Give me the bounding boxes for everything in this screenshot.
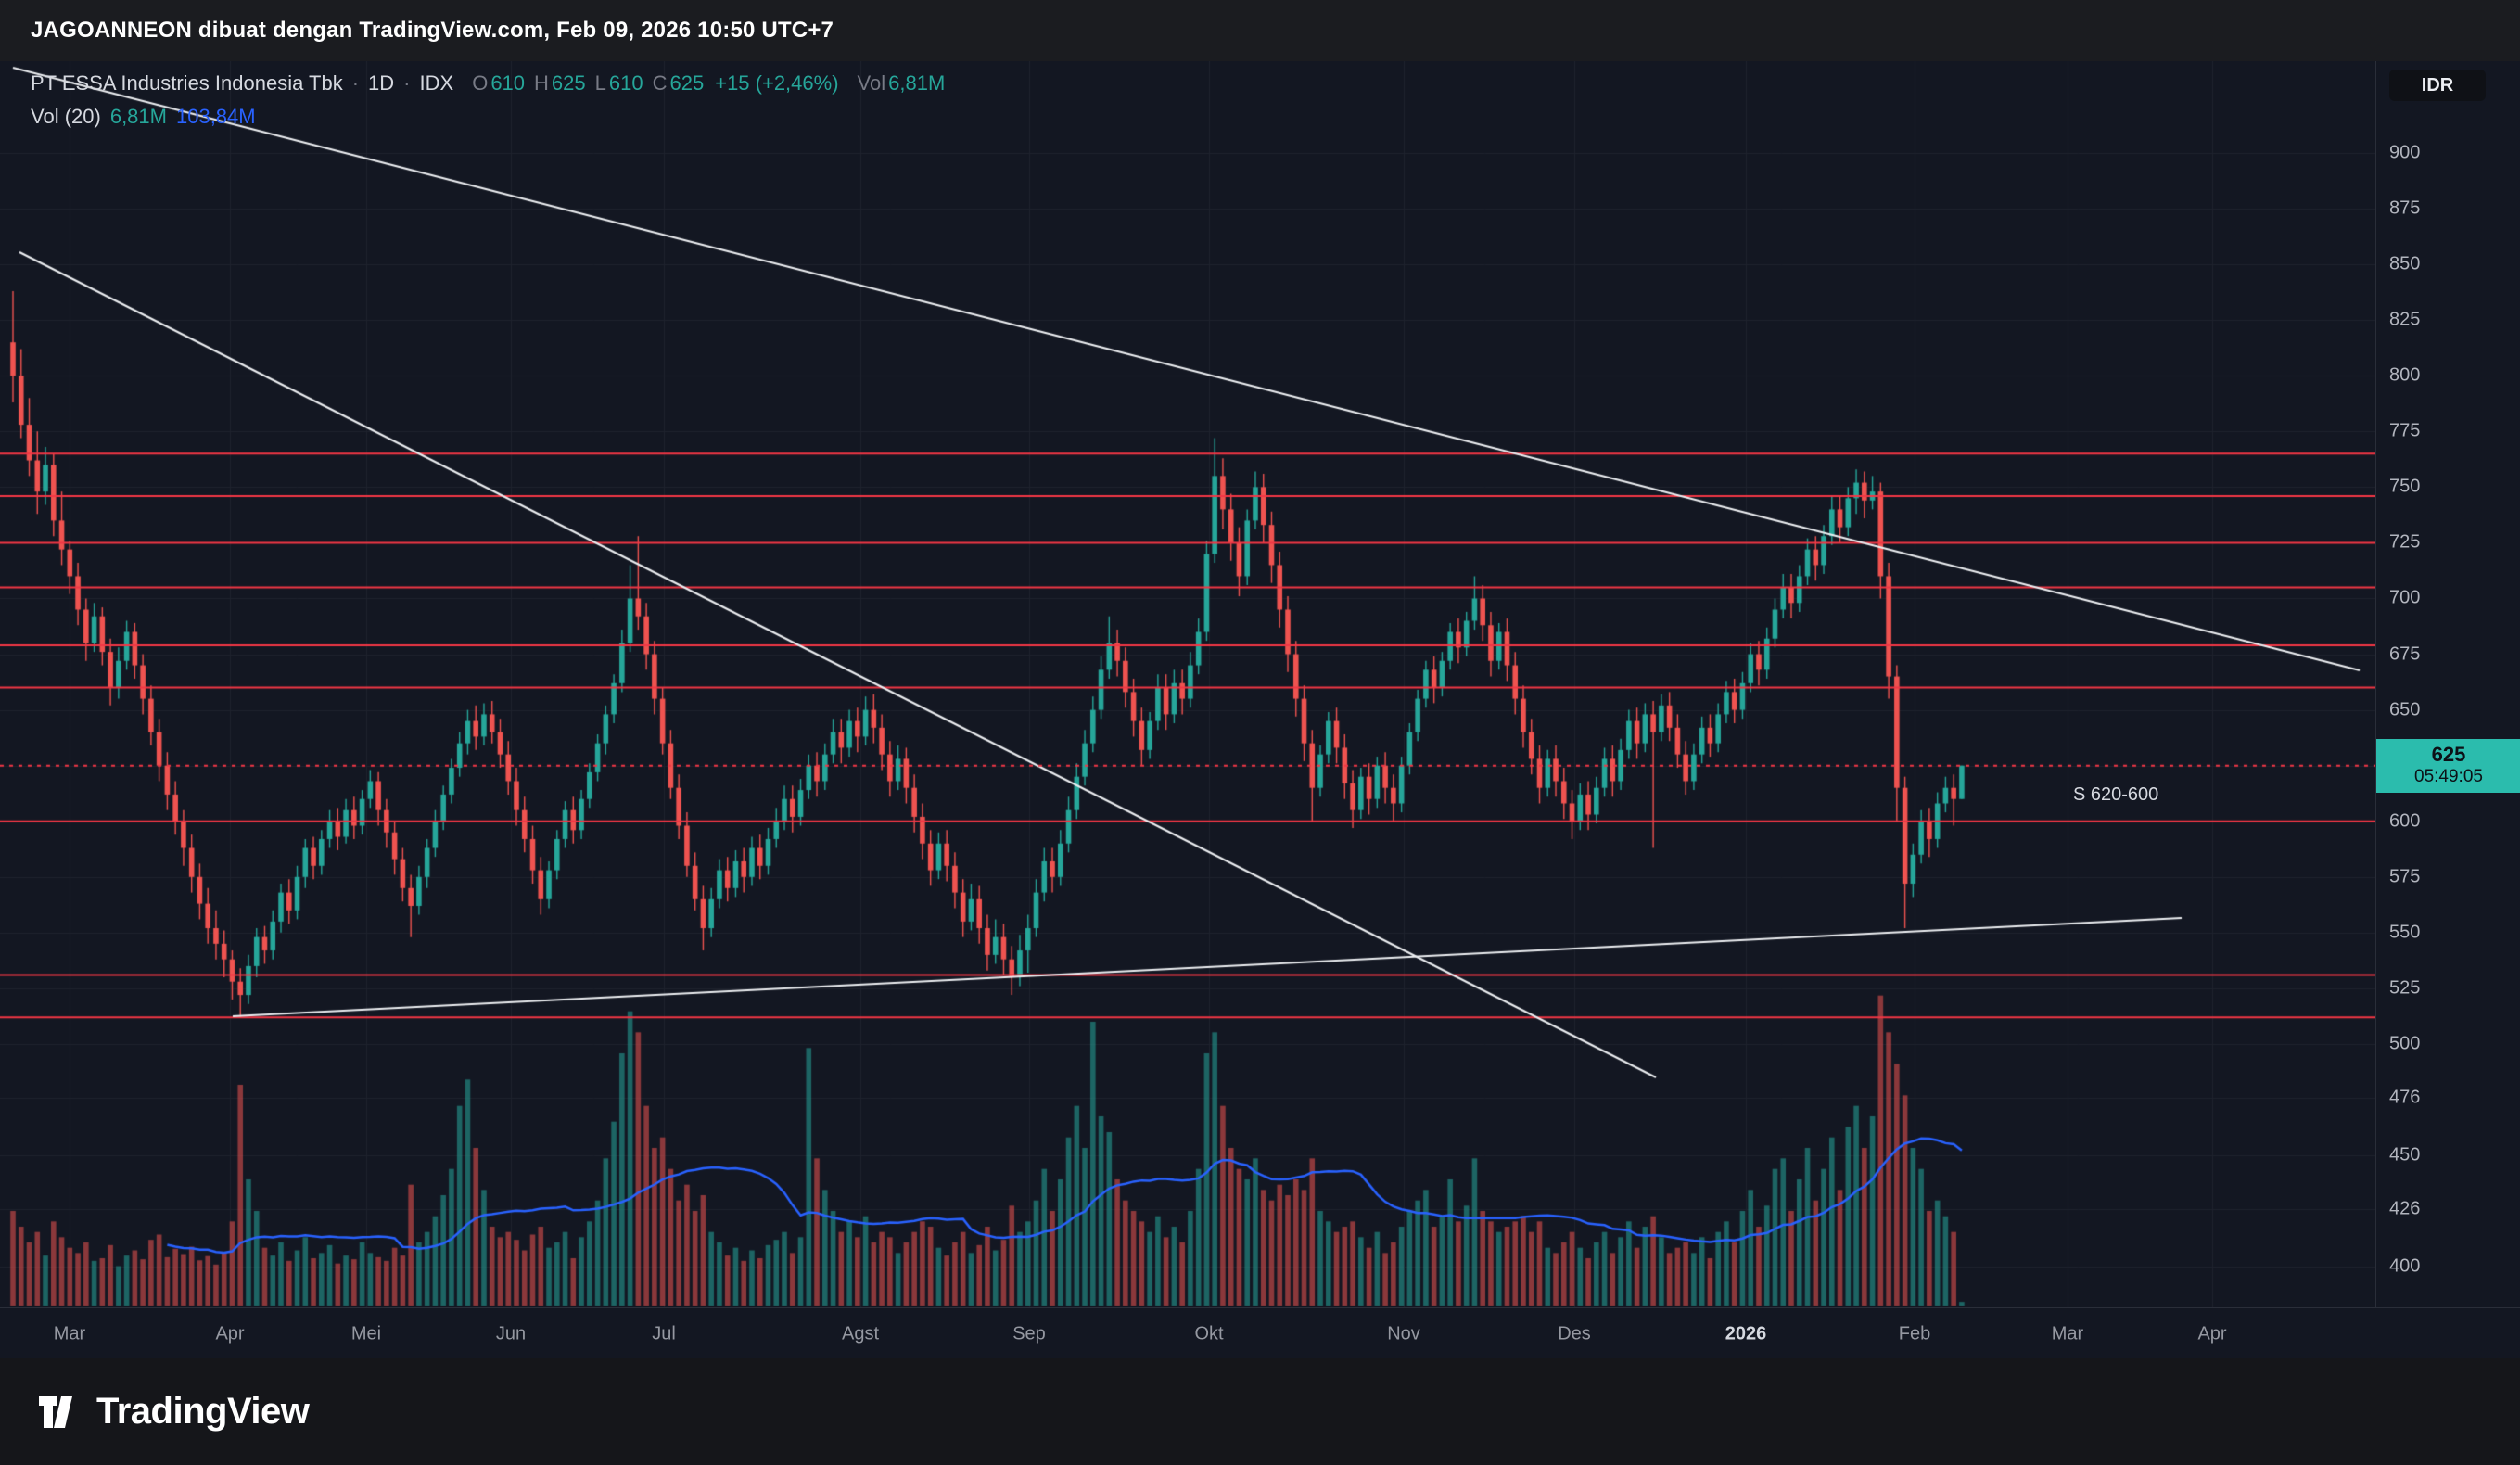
header-bar: JAGOANNEON dibuat dengan TradingView.com… [0, 0, 2520, 61]
time-axis-label: Agst [841, 1323, 880, 1344]
close-value: 625 [669, 71, 705, 95]
price-axis-label: 450 [2389, 1144, 2421, 1166]
volume-pair: Vol 6,81M [858, 71, 946, 96]
price-axis-label: 575 [2389, 866, 2421, 887]
open-value: 610 [490, 71, 526, 95]
footer-bar: TradingView [0, 1358, 2520, 1465]
time-axis-label: Nov [1387, 1323, 1420, 1344]
price-axis-label: 600 [2389, 810, 2421, 832]
symbol-row: PT ESSA Industries Indonesia Tbk · 1D · … [31, 67, 945, 100]
tradingview-link[interactable]: TradingView [33, 1391, 310, 1433]
time-axis-label: Feb [1898, 1323, 1931, 1344]
close-label: C [652, 71, 668, 95]
volume-label: Vol [857, 71, 886, 95]
high-value: 625 [551, 71, 586, 95]
time-axis[interactable]: Mar Apr Mei Jun Jul Agst Sep Okt Nov Des 2026 Feb Ma… [0, 1307, 2520, 1359]
time-axis-label: Jul [652, 1323, 676, 1344]
volume-ma-value: 103,84M [175, 105, 256, 128]
change-label: +15 (+2,46%) [715, 71, 839, 95]
price-axis-label: 500 [2389, 1033, 2421, 1054]
time-axis-label: Jun [495, 1323, 527, 1344]
separator-dot: · [403, 71, 411, 95]
time-axis-label: Des [1558, 1323, 1591, 1344]
low-pair: L 610 [595, 71, 643, 96]
price-axis-label: 675 [2389, 643, 2421, 665]
support-zone-label[interactable]: S 620-600 [2073, 784, 2159, 805]
low-value: 610 [608, 71, 643, 95]
bar-countdown: 05:49:05 [2414, 767, 2483, 787]
high-pair: H 625 [534, 71, 586, 96]
high-label: H [534, 71, 549, 95]
price-axis-label: 825 [2389, 309, 2421, 330]
exchange-label[interactable]: IDX [419, 71, 454, 95]
open-label: O [472, 71, 489, 95]
separator-dot: · [351, 71, 360, 95]
price-axis-label: 400 [2389, 1255, 2421, 1277]
time-axis-label: Okt [1194, 1323, 1224, 1344]
time-axis-label: Apr [2197, 1323, 2227, 1344]
time-axis-label: Mar [53, 1323, 86, 1344]
price-axis-label: 850 [2389, 253, 2421, 274]
price-axis-label: 725 [2389, 531, 2421, 553]
volume-current-value: 6,81M [109, 105, 167, 128]
symbol-title[interactable]: PT ESSA Industries Indonesia Tbk [31, 71, 343, 95]
price-axis-label: 875 [2389, 197, 2421, 219]
price-axis[interactable]: IDR 900 875 850 825 800 775 750 725 700 675 650 625… [2375, 61, 2520, 1307]
price-axis-label: 775 [2389, 420, 2421, 441]
currency-toggle[interactable]: IDR [2389, 70, 2486, 101]
time-axis-label: Apr [215, 1323, 245, 1344]
volume-indicator-row: Vol (20) 6,81M 103,84M [31, 100, 945, 134]
low-label: L [594, 71, 606, 95]
chart-panel: PT ESSA Industries Indonesia Tbk · 1D · … [0, 61, 2520, 1359]
price-axis-label: 800 [2389, 364, 2421, 386]
price-chart-canvas[interactable] [0, 61, 2375, 1307]
price-axis-label: 650 [2389, 699, 2421, 720]
tradingview-logo-icon [39, 1395, 72, 1428]
open-pair: O 610 [472, 71, 525, 96]
price-axis-label: 900 [2389, 142, 2421, 163]
price-axis-label: 476 [2389, 1087, 2421, 1108]
last-price-tag: 625 05:49:05 [2376, 738, 2520, 793]
price-axis-label: 550 [2389, 922, 2421, 943]
last-price-value: 625 [2431, 743, 2466, 767]
time-axis-label: Mei [350, 1323, 382, 1344]
tradingview-wordmark: TradingView [96, 1391, 310, 1432]
volume-value: 6,81M [888, 71, 946, 95]
price-axis-label: 750 [2389, 476, 2421, 497]
price-axis-label: 426 [2389, 1198, 2421, 1219]
close-pair: C 625 [653, 71, 705, 96]
header-title: JAGOANNEON dibuat dengan TradingView.com… [31, 18, 834, 43]
time-axis-label: 2026 [1725, 1323, 1767, 1344]
time-axis-label: Sep [1012, 1323, 1046, 1344]
time-axis-label: Mar [2051, 1323, 2084, 1344]
price-axis-label: 525 [2389, 977, 2421, 999]
price-axis-label: 700 [2389, 587, 2421, 608]
symbol-legend: PT ESSA Industries Indonesia Tbk · 1D · … [31, 67, 945, 134]
volume-indicator-label[interactable]: Vol (20) [31, 105, 101, 128]
interval-label[interactable]: 1D [368, 71, 395, 95]
